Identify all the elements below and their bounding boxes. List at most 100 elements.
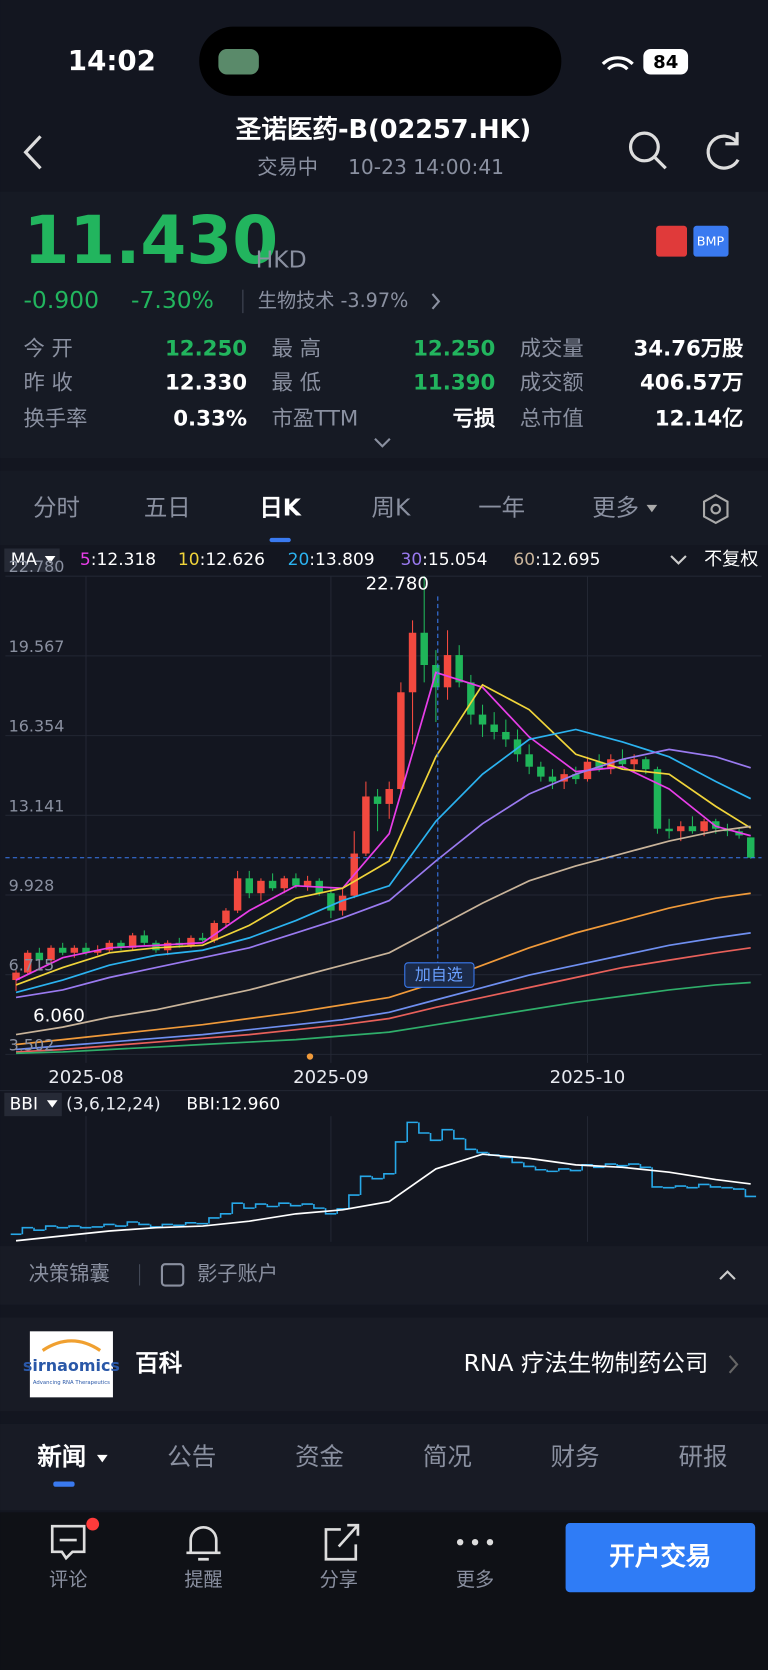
period-tab[interactable]: 五日 bbox=[144, 494, 191, 522]
news-tab-indicator bbox=[53, 1481, 75, 1487]
candle-body bbox=[502, 731, 510, 740]
price-step bbox=[709, 1184, 722, 1188]
comment-icon bbox=[50, 1517, 100, 1561]
period-tab[interactable]: 分时 bbox=[33, 494, 80, 522]
price-step bbox=[453, 1129, 465, 1140]
price-change-pct: -7.30% bbox=[131, 286, 214, 314]
stat-label: 市盈TTM bbox=[272, 407, 359, 432]
price-step bbox=[44, 1225, 57, 1231]
news-tab[interactable]: 研报 bbox=[678, 1442, 727, 1471]
candle-body bbox=[117, 942, 125, 948]
legend-name: 20 bbox=[288, 550, 310, 570]
toolbox-bar bbox=[0, 1246, 768, 1305]
price-step bbox=[686, 1186, 698, 1189]
news-tab[interactable]: 简况 bbox=[423, 1442, 472, 1471]
nav-label[interactable]: 提醒 bbox=[184, 1568, 222, 1591]
collapse-button[interactable] bbox=[719, 1270, 736, 1280]
stat-label: 昨 收 bbox=[23, 370, 72, 395]
price-step bbox=[324, 1208, 337, 1215]
toolbox-item[interactable]: 影子账户 bbox=[197, 1261, 278, 1285]
sector[interactable]: 生物技术 -3.97% bbox=[258, 289, 408, 312]
candle-body bbox=[70, 947, 79, 953]
legend-name: 60 bbox=[513, 550, 535, 570]
ma-line bbox=[15, 892, 751, 1046]
shadow-account-icon bbox=[160, 1263, 185, 1287]
price-step bbox=[662, 1186, 675, 1189]
candle-body bbox=[653, 769, 662, 829]
candle-body bbox=[537, 766, 545, 777]
ma-line bbox=[15, 825, 751, 1036]
period-tab[interactable]: 更多 bbox=[592, 494, 639, 522]
refresh-button[interactable] bbox=[706, 132, 740, 170]
price-step bbox=[208, 1217, 220, 1224]
search-button[interactable] bbox=[628, 131, 667, 170]
ma-line bbox=[15, 1153, 751, 1242]
legend-name: BBI bbox=[186, 1094, 214, 1114]
price-step bbox=[243, 1203, 255, 1209]
open-account-button[interactable] bbox=[565, 1523, 756, 1593]
profile-row[interactable] bbox=[0, 1317, 768, 1412]
candle-body bbox=[222, 910, 230, 923]
stat-value: 12.14亿 bbox=[655, 407, 744, 432]
legend-chevron[interactable] bbox=[670, 555, 687, 565]
price-step bbox=[523, 1162, 535, 1168]
price-step bbox=[394, 1141, 407, 1174]
legend-entry: 10:12.626 bbox=[178, 550, 265, 570]
x-tick-label: 2025-08 bbox=[48, 1067, 124, 1088]
news-tab[interactable]: 财务 bbox=[551, 1442, 600, 1471]
price-step bbox=[628, 1163, 640, 1166]
price-step bbox=[674, 1185, 687, 1188]
stat-label: 总市值 bbox=[520, 407, 584, 432]
stat-label: 最 低 bbox=[272, 370, 321, 395]
stat-value: 34.76万股 bbox=[633, 336, 744, 361]
stat-value: 406.57万 bbox=[640, 370, 743, 395]
indicator-label: BBI bbox=[10, 1094, 38, 1114]
ma-line bbox=[16, 981, 751, 1055]
price-step bbox=[313, 1204, 325, 1209]
price-step bbox=[266, 1204, 278, 1208]
nav-label[interactable]: 评论 bbox=[49, 1568, 87, 1591]
price-step bbox=[348, 1194, 360, 1209]
candle-body bbox=[23, 952, 32, 973]
legend-value: 12.626 bbox=[205, 550, 265, 570]
price-step bbox=[639, 1164, 652, 1169]
news-tab[interactable]: 公告 bbox=[167, 1442, 216, 1471]
period-tab[interactable]: 日K bbox=[259, 494, 301, 522]
adjust-mode[interactable]: 不复权 bbox=[704, 549, 758, 570]
back-button[interactable] bbox=[23, 135, 42, 170]
candle-body bbox=[642, 759, 650, 770]
candle-body bbox=[128, 935, 137, 948]
news-tab[interactable]: 资金 bbox=[295, 1442, 344, 1471]
price-step bbox=[173, 1224, 185, 1227]
tab-bar bbox=[0, 470, 768, 546]
legend-name: 10 bbox=[178, 550, 200, 570]
price-step bbox=[254, 1203, 267, 1209]
candle-body bbox=[257, 880, 265, 894]
quote-panel bbox=[0, 191, 768, 458]
indicator-button[interactable] bbox=[4, 548, 60, 572]
period-tab[interactable]: 周K bbox=[372, 494, 411, 522]
legend-name: 5 bbox=[80, 550, 91, 570]
legend-name: 30 bbox=[401, 550, 423, 570]
price-step bbox=[196, 1222, 208, 1225]
stat-label: 成交量 bbox=[520, 336, 584, 361]
stat-label: 换手率 bbox=[23, 407, 87, 432]
candle-body bbox=[397, 692, 405, 790]
candle-body bbox=[712, 821, 720, 829]
news-tab[interactable]: 新闻 bbox=[37, 1442, 86, 1471]
candle-body bbox=[12, 972, 20, 981]
share-icon bbox=[324, 1523, 360, 1561]
logo-tagline: Advancing RNA Therapeutics bbox=[33, 1380, 110, 1386]
candle-body bbox=[47, 947, 55, 961]
expand-chevron[interactable] bbox=[374, 438, 391, 448]
candle-body bbox=[665, 828, 673, 832]
event-dot bbox=[306, 1053, 314, 1060]
nav-label[interactable]: 分享 bbox=[320, 1568, 358, 1591]
price-step bbox=[476, 1149, 488, 1154]
add-watch-button[interactable] bbox=[404, 962, 475, 988]
settings-button[interactable] bbox=[702, 494, 729, 525]
nav-label[interactable]: 更多 bbox=[456, 1568, 494, 1591]
indicator-button[interactable] bbox=[4, 1092, 62, 1117]
toolbox-item[interactable]: 决策锦囊 bbox=[29, 1261, 110, 1285]
period-tab[interactable]: 一年 bbox=[478, 494, 525, 522]
